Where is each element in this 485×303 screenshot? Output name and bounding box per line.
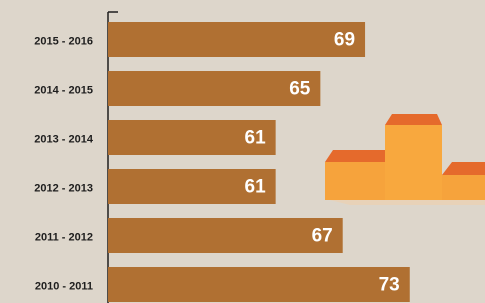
- podium-left: [325, 162, 385, 200]
- page: {"chart_data": {"type": "bar", "orientat…: [0, 0, 485, 303]
- podium-left-top: [325, 150, 385, 162]
- category-label: 2013 - 2014: [34, 133, 94, 145]
- bar: [108, 218, 343, 253]
- value-label: 61: [245, 128, 267, 149]
- value-label: 61: [245, 177, 267, 198]
- bar: [108, 22, 365, 57]
- podium-center: [385, 125, 442, 200]
- value-label: 73: [379, 275, 400, 296]
- category-label: 2012 - 2013: [34, 182, 93, 194]
- value-label: 67: [312, 226, 333, 247]
- category-label: 2011 - 2012: [35, 231, 93, 243]
- value-label: 69: [334, 30, 355, 51]
- podium-center-top: [385, 114, 442, 125]
- value-label: 65: [289, 79, 311, 100]
- category-label: 2010 - 2011: [35, 280, 93, 292]
- category-label: 2015 - 2016: [34, 35, 93, 47]
- podium-shadow: [330, 200, 485, 205]
- bar: [108, 267, 410, 302]
- category-label: 2014 - 2015: [34, 84, 93, 96]
- chart: 2015 - 2016 69 2014 - 2015 65 2013 - 2014 61 2…: [0, 0, 485, 303]
- podium-right: [442, 175, 485, 200]
